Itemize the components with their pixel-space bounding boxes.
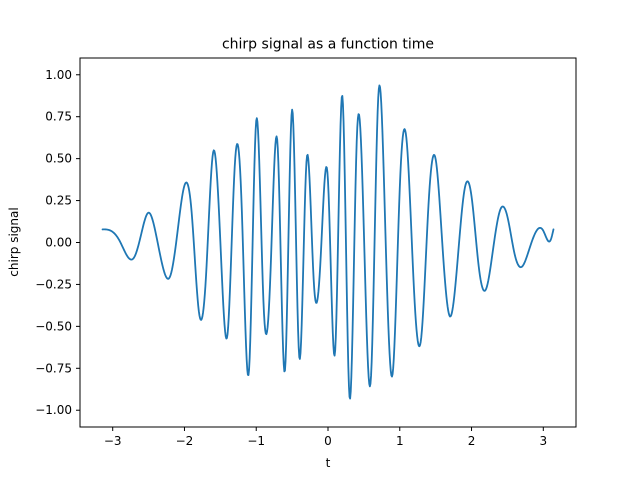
y-tick-label: −0.25 xyxy=(35,277,72,291)
x-tick-label: −1 xyxy=(247,434,265,448)
y-tick-label: 0.25 xyxy=(45,194,72,208)
x-tick-label: 2 xyxy=(468,434,476,448)
y-tick-label: 0.00 xyxy=(45,236,72,250)
y-axis-label: chirp signal xyxy=(7,207,21,276)
x-tick-label: 1 xyxy=(396,434,404,448)
chart-title: chirp signal as a function time xyxy=(222,37,434,53)
chirp-signal-line xyxy=(101,84,555,400)
y-tick-label: 1.00 xyxy=(45,68,72,82)
x-tick-label: −3 xyxy=(104,434,122,448)
y-tick-label: 0.75 xyxy=(45,110,72,124)
x-tick-label: −2 xyxy=(176,434,194,448)
y-tick-label: 0.50 xyxy=(45,152,72,166)
y-tick-label: −1.00 xyxy=(35,403,72,417)
x-axis-ticks: −3 −2 −1 0 1 2 3 xyxy=(104,427,547,448)
y-tick-label: −0.75 xyxy=(35,361,72,375)
plot-area-frame xyxy=(79,57,577,428)
y-tick-label: −0.50 xyxy=(35,319,72,333)
x-tick-label: 0 xyxy=(324,434,332,448)
y-axis-ticks: −1.00 −0.75 −0.50 −0.25 0.00 0.25 0.50 0.75 1.00 xyxy=(35,68,80,417)
x-axis-label: t xyxy=(326,456,331,470)
x-tick-label: 3 xyxy=(539,434,547,448)
